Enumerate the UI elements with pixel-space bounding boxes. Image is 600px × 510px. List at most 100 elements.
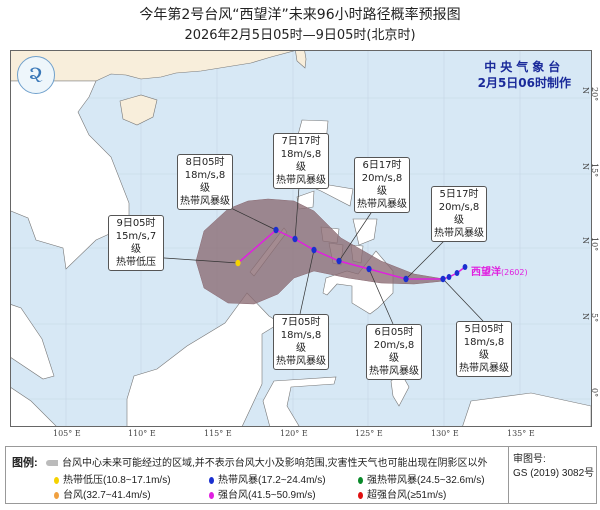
land-china (11, 51, 307, 126)
cma-logo: ૨ (17, 56, 55, 94)
map-title: 今年第2号台风“西望洋”未来96小时路径概率预报图 (139, 7, 461, 23)
land-other (11, 80, 591, 426)
forecast-time: 5日17时 (439, 189, 479, 200)
map-subtitle: 2026年2月5日05时—9日05时(北京时) (184, 28, 416, 43)
agency-name: 中央气象台 (484, 60, 565, 74)
lon-tick-label: 105° E (53, 429, 81, 438)
track-point-4[interactable] (311, 246, 317, 254)
forecast-wind: 18m/s,8级 (280, 330, 322, 354)
forecast-wind: 18m/s,8级 (463, 337, 505, 361)
leader-line (368, 268, 394, 325)
lon-tick-label: 110° E (128, 429, 156, 438)
storm-name: 西望洋 (471, 267, 501, 278)
issue-time: 2月5日06时制作 (477, 76, 571, 90)
forecast-grade: 热带风暴级 (357, 199, 407, 210)
forecast-grade: 热带风暴级 (434, 228, 484, 239)
lon-tick-label: 135° E (507, 429, 535, 438)
lat-tick-label: 0° (590, 388, 599, 398)
forecast-grade: 热带低压 (116, 257, 156, 268)
leader-line (299, 249, 315, 315)
legend-label: 超强台风(≥51m/s) (367, 490, 447, 501)
past-track-line (442, 266, 466, 280)
track-point-1[interactable] (403, 275, 409, 283)
agency-stamp: 中央气象台 2月5日06时制作 (478, 59, 571, 91)
legend-item: 热带低压(10.8~17.1m/s) (54, 471, 171, 486)
lon-tick-label: 115° E (204, 429, 232, 438)
forecast-label: 7日05时 18m/s,8级热带风暴级 (273, 314, 329, 370)
lat-tick-label: 5° N (581, 313, 599, 323)
legend: 图例: 台风中心未来可能经过的区域,并不表示台风大小及影响范围,灾害性天气也可能… (5, 446, 597, 504)
track-points (235, 226, 468, 283)
forecast-wind: 18m/s,8级 (280, 149, 322, 173)
forecast-label: 7日17时 18m/s,8级 热带风暴级 (273, 133, 329, 189)
track-point-6[interactable] (273, 226, 279, 234)
past-track-point (446, 274, 452, 280)
legend-item: 热带风暴(17.2~24.4m/s) (209, 471, 326, 486)
review-number: GS (2019) 3082号 (513, 468, 595, 479)
legend-item: 超强台风(≥51m/s) (358, 486, 446, 501)
land-sumatra (11, 387, 57, 426)
legend-label: 热带低压(10.8~17.1m/s) (63, 475, 171, 486)
cone-swatch-icon (46, 460, 58, 467)
forecast-wind: 20m/s,8级 (438, 202, 480, 226)
legend-label: 热带风暴(17.2~24.4m/s) (218, 475, 326, 486)
forecast-time: 6日17时 (362, 160, 402, 171)
lon-tick-label: 125° E (355, 429, 383, 438)
forecast-time: 9日05时 (116, 218, 156, 229)
forecast-grade: 热带风暴级 (276, 356, 326, 367)
probability-cone (195, 198, 445, 305)
past-track-point (462, 264, 468, 270)
track-point-5[interactable] (292, 235, 298, 243)
legend-dot-icon (54, 491, 59, 499)
forecast-time: 7日05时 (281, 317, 321, 328)
forecast-label: 8日05时 18m/s,8级 热带风暴级 (177, 154, 233, 210)
lon-tick-label: 120° E (280, 429, 308, 438)
typhoon-track-map: ૨ 中央气象台 2月5日06时制作 西望洋(2602) 5日05时 18m/s,8… (10, 50, 592, 427)
forecast-time: 8日05时 (185, 157, 225, 168)
legend-item: 台风(32.7~41.4m/s) (54, 486, 151, 501)
forecast-track-line (237, 229, 443, 280)
lat-tick-label: 15° N (581, 163, 599, 178)
forecast-grade: 热带风暴级 (276, 175, 326, 186)
forecast-label: 6日05时 20m/s,8级 热带风暴级 (366, 324, 422, 380)
land-malay-peninsula (11, 304, 55, 380)
forecast-wind: 15m/s,7级 (115, 231, 157, 255)
land-hainan (119, 94, 158, 126)
storm-name-label: 西望洋(2602) (471, 263, 528, 278)
lat-tick-label: 10° N (581, 237, 599, 252)
land-samar (352, 218, 378, 246)
legend-item: 强台风(41.5~50.9m/s) (209, 486, 316, 501)
legend-title: 图例: (12, 457, 38, 469)
legend-label: 强热带风暴(24.5~32.6m/s) (367, 475, 485, 486)
land-new-guinea (462, 392, 591, 426)
legend-cone-item: 台风中心未来可能经过的区域,并不表示台风大小及影响范围,灾害性天气也可能出现在阴… (46, 454, 488, 469)
track-point-3[interactable] (336, 257, 342, 265)
review-number-panel: 审图号: GS (2019) 3082号 (508, 447, 596, 503)
storm-code: (2602) (501, 268, 528, 277)
forecast-grade: 热带风暴级 (369, 366, 419, 377)
legend-label: 台风(32.7~41.4m/s) (63, 490, 151, 501)
legend-label: 强台风(41.5~50.9m/s) (218, 490, 316, 501)
legend-item: 强热带风暴(24.5~32.6m/s) (358, 471, 485, 486)
land-sulawesi (262, 376, 337, 426)
legend-dot-icon (54, 476, 59, 484)
review-label: 审图号: (513, 454, 546, 465)
legend-dot-icon (358, 476, 363, 484)
lon-tick-label: 130° E (431, 429, 459, 438)
lat-tick-label: 20° N (581, 87, 599, 102)
forecast-time: 6日05时 (374, 327, 414, 338)
forecast-grade: 热带风暴级 (459, 363, 509, 374)
forecast-label: 6日17时 20m/s,8级 热带风暴级 (354, 157, 410, 213)
legend-dot-icon (209, 476, 214, 484)
leader-line (442, 278, 484, 322)
forecast-label: 5日17时 20m/s,8级热带风暴级 (431, 186, 487, 242)
track-point-0[interactable] (440, 275, 446, 283)
map-canvas (11, 51, 591, 426)
forecast-grade: 热带风暴级 (180, 196, 230, 207)
track-point-7[interactable] (235, 259, 241, 267)
land-taiwan (295, 51, 307, 69)
legend-dot-icon (209, 491, 214, 499)
legend-dot-icon (358, 491, 363, 499)
forecast-label: 5日05时 18m/s,8级 热带风暴级 (456, 321, 512, 377)
track-point-2[interactable] (366, 265, 372, 273)
